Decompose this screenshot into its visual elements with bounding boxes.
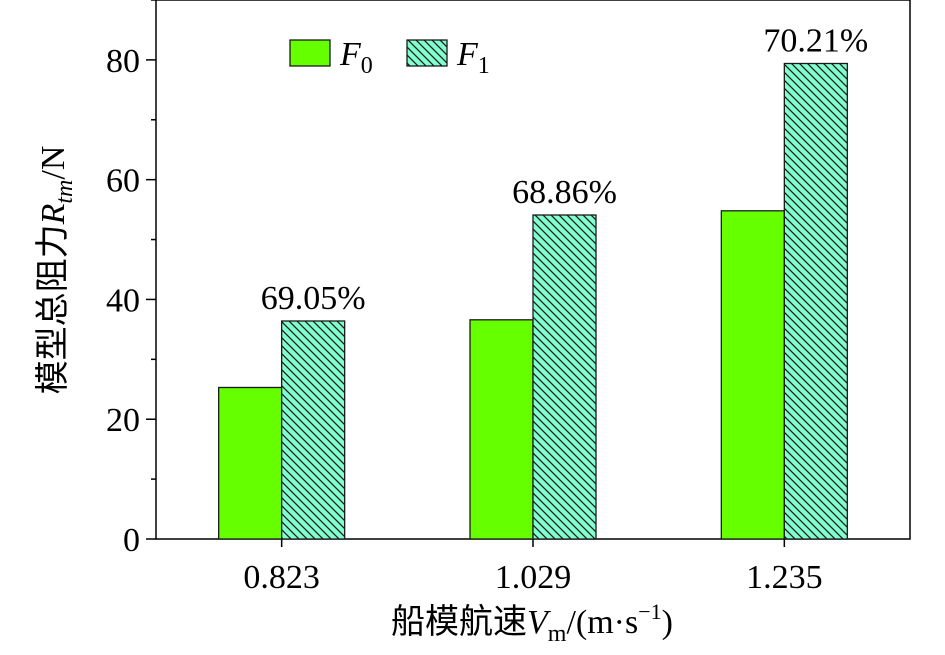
legend-label-sub: 0 [361, 53, 373, 79]
legend-swatch-f1 [406, 39, 448, 67]
plot-area: 0 20 40 60 80 0.823 69.05% 1.029 68.86% 1.235 70.2… [106, 0, 911, 596]
legend-label-f0: F0 [339, 36, 373, 79]
legend: F0 F1 [289, 36, 490, 79]
x-axis-title-main: 船模航速 [391, 603, 527, 641]
bar-f0 [218, 386, 283, 540]
y-tick-label: 60 [106, 163, 140, 200]
x-tick-label: 1.235 [746, 559, 823, 596]
bar-f0 [720, 210, 785, 540]
bar-f1 [532, 214, 597, 540]
legend-label-main: F [456, 36, 479, 73]
x-axis-title-unit-post: ) [662, 604, 673, 641]
x-axis-title-sup: −1 [638, 599, 661, 624]
x-axis-title-unit-pre: /(m·s [566, 604, 638, 641]
bar-f1 [281, 320, 346, 540]
y-axis-title-main: 模型总阻力 [34, 224, 72, 394]
y-axis-title: 模型总阻力Rtm/N [34, 146, 78, 395]
y-tick-label: 80 [106, 43, 140, 80]
legend-label-f1: F1 [456, 36, 490, 79]
data-label: 68.86% [512, 174, 617, 211]
y-axis-title-var: R [35, 203, 72, 225]
y-tick-label: 20 [106, 402, 140, 439]
x-axis-title-sub: m [548, 621, 567, 647]
x-tick-label: 0.823 [243, 559, 320, 596]
x-axis-title: 船模航速Vm/(m·s−1) [391, 599, 673, 647]
data-label: 70.21% [763, 22, 868, 59]
y-axis-title-sub: tm [52, 180, 78, 204]
bar-f0 [469, 319, 534, 540]
y-tick-label: 0 [123, 522, 140, 559]
legend-label-sub: 1 [478, 53, 490, 79]
data-label: 69.05% [261, 280, 366, 317]
legend-swatch-f0 [289, 39, 331, 67]
bar-f1 [783, 62, 848, 540]
y-tick-label: 40 [106, 282, 140, 319]
y-axis-title-unit: /N [35, 146, 72, 180]
x-tick-label: 1.029 [495, 559, 572, 596]
legend-label-main: F [339, 36, 362, 73]
